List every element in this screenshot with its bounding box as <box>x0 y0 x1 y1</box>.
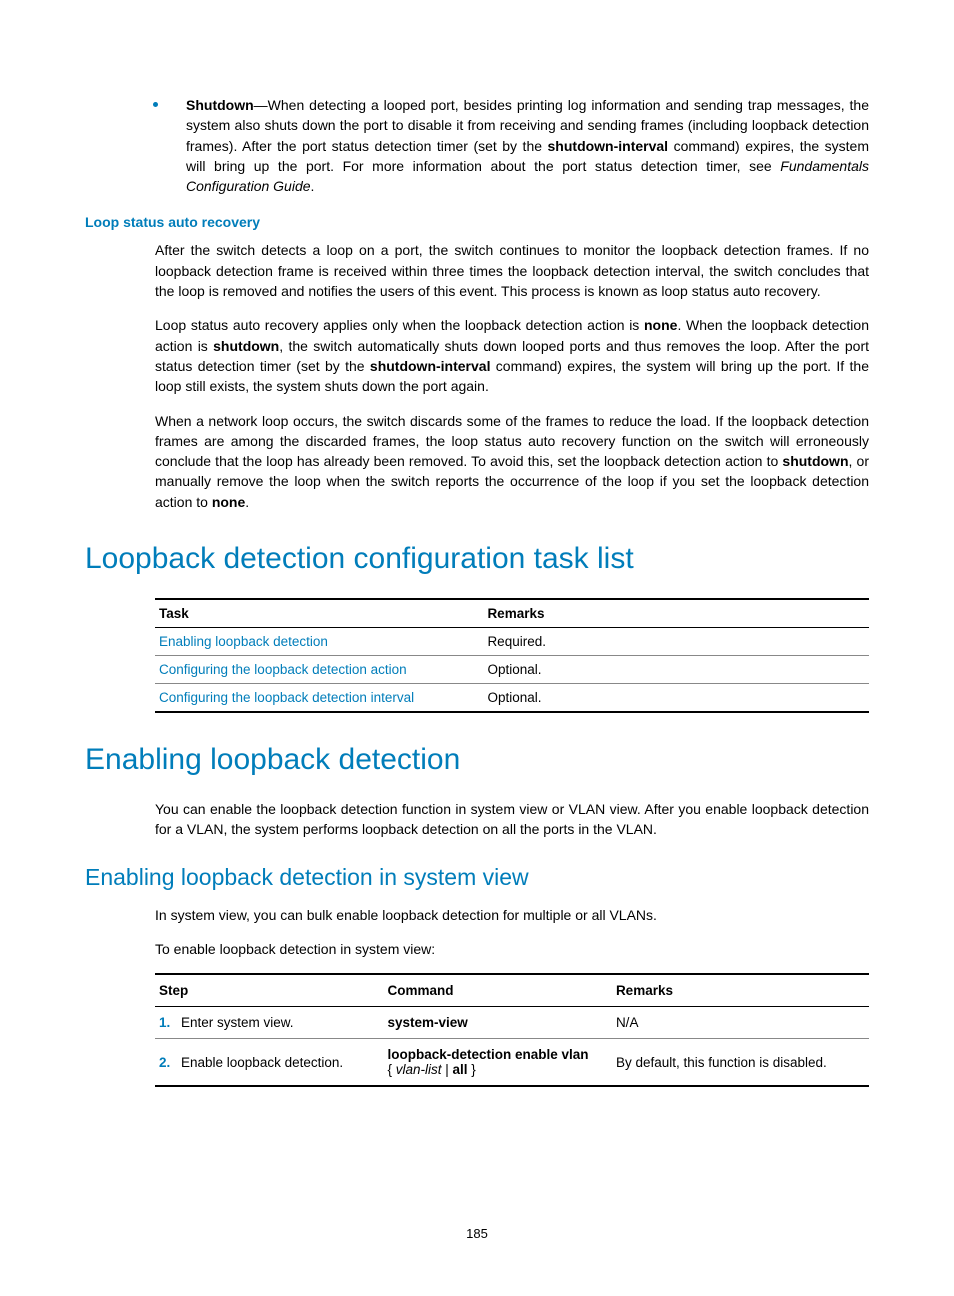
task-list-heading: Loopback detection configuration task li… <box>85 542 869 576</box>
task-remarks: Optional. <box>483 656 869 684</box>
txt-c: . <box>311 178 315 194</box>
shutdown-label: Shutdown <box>186 97 254 113</box>
p3shutdown: shutdown <box>782 453 848 469</box>
remarks-cell: N/A <box>612 1007 869 1039</box>
cmd-bold: loopback-detection enable vlan <box>387 1047 588 1062</box>
loop-status-p2: Loop status auto recovery applies only w… <box>155 315 869 396</box>
task-remarks: Required. <box>483 628 869 656</box>
step-number: 2. <box>159 1055 181 1070</box>
cmd: shutdown-interval <box>548 138 669 154</box>
col-step: Step <box>155 974 383 1007</box>
step-table: Step Command Remarks 1.Enter system view… <box>155 973 869 1087</box>
loop-status-heading: Loop status auto recovery <box>85 214 869 230</box>
table-row: Enabling loopback detection Required. <box>155 628 869 656</box>
shutdown-bullet-text: Shutdown—When detecting a looped port, b… <box>186 95 869 196</box>
cmd-italic: vlan-list <box>396 1062 442 1077</box>
shutdown-bullet-block: Shutdown—When detecting a looped port, b… <box>153 95 869 196</box>
sysview-heading: Enabling loopback detection in system vi… <box>85 864 869 891</box>
cmd-bold: system-view <box>387 1015 467 1030</box>
table-row: Configuring the loopback detection actio… <box>155 656 869 684</box>
task-remarks: Optional. <box>483 684 869 713</box>
table-row: 2.Enable loopback detection. loopback-de… <box>155 1039 869 1087</box>
sysview-p1: In system view, you can bulk enable loop… <box>155 905 869 925</box>
p2cmd: shutdown-interval <box>370 358 491 374</box>
step-cell: 1.Enter system view. <box>155 1007 383 1039</box>
p3c: . <box>245 494 249 510</box>
cmd-pipe: | <box>442 1062 453 1077</box>
col-remarks: Remarks <box>612 974 869 1007</box>
enable-p1: You can enable the loopback detection fu… <box>155 799 869 840</box>
bullet-row: Shutdown—When detecting a looped port, b… <box>153 95 869 196</box>
loop-status-p3: When a network loop occurs, the switch d… <box>155 411 869 512</box>
command-cell: loopback-detection enable vlan { vlan-li… <box>383 1039 611 1087</box>
p2a: Loop status auto recovery applies only w… <box>155 317 644 333</box>
table-row: Configuring the loopback detection inter… <box>155 684 869 713</box>
bullet-icon <box>153 102 158 107</box>
task-link[interactable]: Enabling loopback detection <box>155 628 483 656</box>
p2shutdown: shutdown <box>213 338 279 354</box>
enable-heading: Enabling loopback detection <box>85 743 869 777</box>
step-number: 1. <box>159 1015 181 1030</box>
table-header-row: Step Command Remarks <box>155 974 869 1007</box>
page-content: Shutdown—When detecting a looped port, b… <box>0 0 954 1131</box>
table-header-row: Task Remarks <box>155 599 869 628</box>
sysview-p2: To enable loopback detection in system v… <box>155 939 869 959</box>
command-cell: system-view <box>383 1007 611 1039</box>
cmd-brace-close: } <box>468 1062 476 1077</box>
p3none: none <box>212 494 245 510</box>
cmd-brace-open: { <box>387 1062 395 1077</box>
task-list-table: Task Remarks Enabling loopback detection… <box>155 598 869 713</box>
task-link[interactable]: Configuring the loopback detection actio… <box>155 656 483 684</box>
task-link[interactable]: Configuring the loopback detection inter… <box>155 684 483 713</box>
col-remarks: Remarks <box>483 599 869 628</box>
remarks-cell: By default, this function is disabled. <box>612 1039 869 1087</box>
step-text: Enter system view. <box>181 1015 294 1030</box>
cmd-all: all <box>453 1062 468 1077</box>
sep: — <box>254 97 268 113</box>
col-task: Task <box>155 599 483 628</box>
step-cell: 2.Enable loopback detection. <box>155 1039 383 1087</box>
col-command: Command <box>383 974 611 1007</box>
step-text: Enable loopback detection. <box>181 1055 343 1070</box>
p3a: When a network loop occurs, the switch d… <box>155 413 869 470</box>
table-row: 1.Enter system view. system-view N/A <box>155 1007 869 1039</box>
page-number: 185 <box>0 1226 954 1241</box>
p2none: none <box>644 317 677 333</box>
loop-status-p1: After the switch detects a loop on a por… <box>155 240 869 301</box>
